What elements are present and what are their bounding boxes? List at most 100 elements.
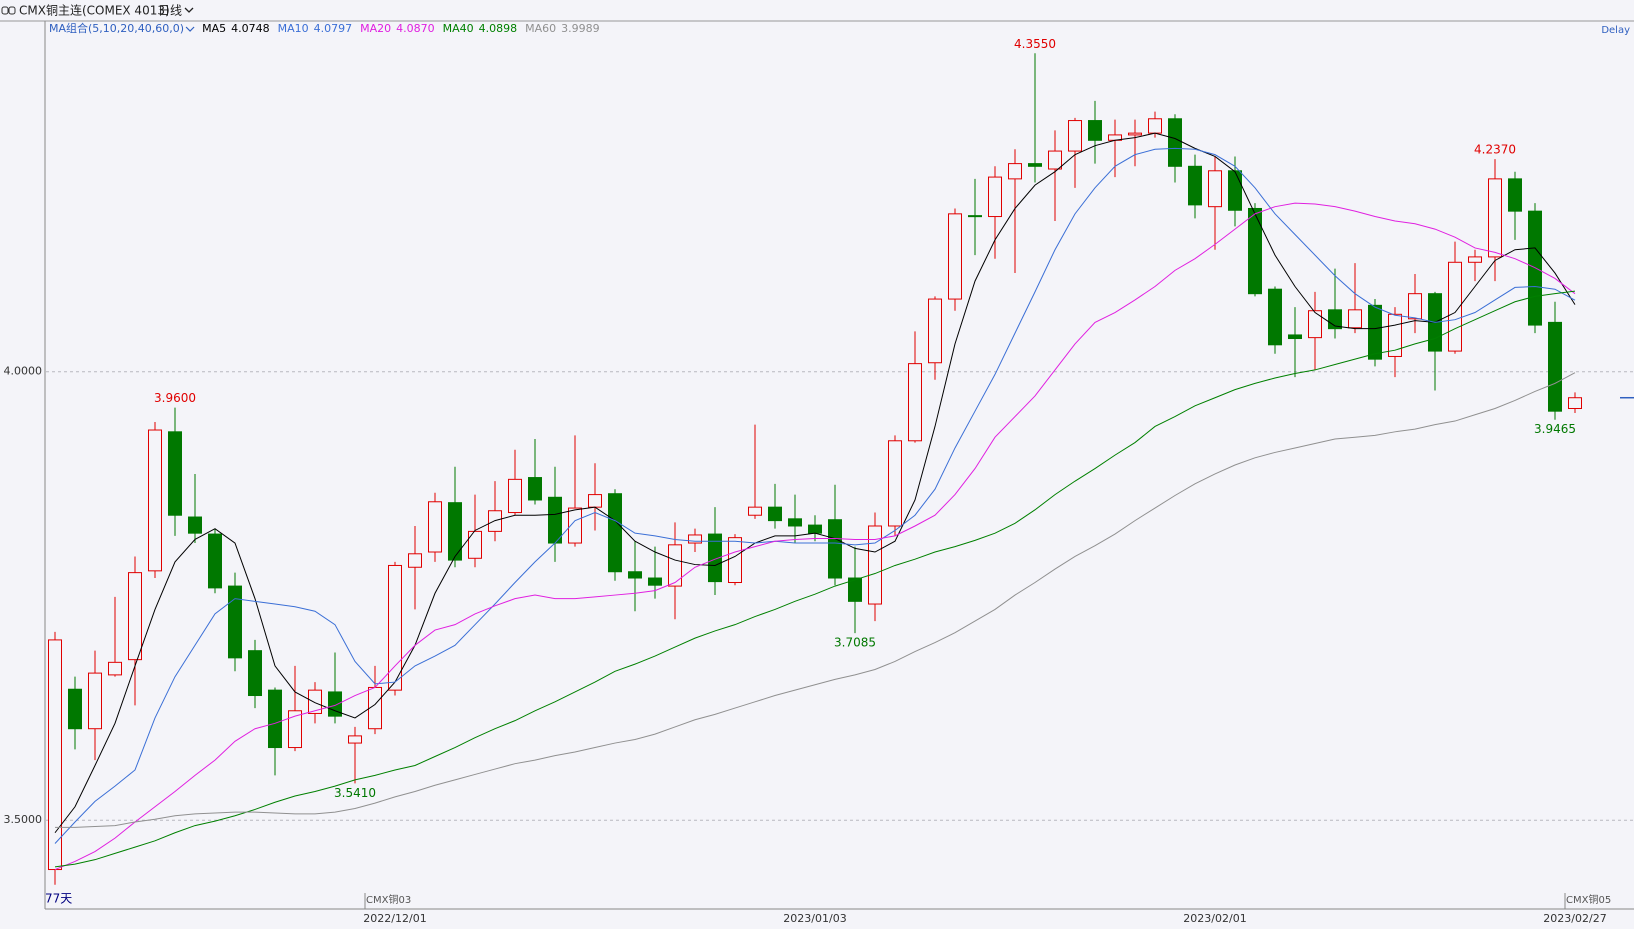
candle-body	[1008, 163, 1022, 180]
candle-body	[668, 544, 682, 587]
candle-body	[728, 537, 742, 584]
legend-chevron	[185, 26, 195, 32]
high-label: 4.3550	[1014, 37, 1056, 51]
candle-body	[248, 650, 262, 697]
candle-body	[1508, 178, 1522, 212]
legend-title: MA组合(5,10,20,40,60,0)	[49, 21, 184, 35]
candle-body	[548, 496, 562, 544]
candle-body	[528, 477, 542, 501]
legend-name: MA40	[443, 22, 474, 35]
candle-body	[588, 494, 602, 508]
candle-body	[608, 493, 622, 573]
delay-label: Delay	[1601, 25, 1630, 36]
candle-body	[348, 735, 362, 744]
candle-body	[808, 524, 822, 534]
dropdown-chevron[interactable]	[184, 7, 194, 13]
contract-label: CMX铜05	[1566, 894, 1611, 906]
candle-body	[648, 577, 662, 586]
candle-body	[768, 506, 782, 522]
candle-body	[1188, 165, 1202, 206]
legend-name: MA20	[360, 22, 391, 35]
period-selector[interactable]: 日线	[158, 4, 182, 18]
candle-body	[1368, 304, 1382, 360]
candle-body	[908, 363, 922, 442]
candle-body	[1548, 321, 1562, 412]
candle-body	[208, 533, 222, 589]
candle-body	[1088, 120, 1102, 141]
candle-body	[1168, 118, 1182, 167]
candle-body	[1148, 118, 1162, 134]
candle-body	[868, 525, 882, 605]
ma-line	[54, 132, 1576, 834]
legend-value: 4.0898	[479, 22, 518, 35]
header-icon	[1, 6, 16, 15]
icon-part	[1, 6, 9, 15]
candle-body	[1268, 288, 1282, 346]
candle-body	[48, 639, 62, 871]
candle-body	[1448, 261, 1462, 352]
legend-value: 4.0748	[231, 22, 270, 35]
candle-body	[108, 661, 122, 676]
x-tick-label: 2023/02/27	[1543, 912, 1606, 925]
ma-line	[54, 202, 1576, 870]
candle-body	[128, 572, 142, 661]
candle-body	[1128, 132, 1142, 136]
x-tick-label: 2023/02/01	[1183, 912, 1246, 925]
x-tick-label: 2023/01/03	[783, 912, 846, 925]
low-label: 3.7085	[834, 636, 876, 650]
candle-body	[948, 213, 962, 300]
candle-body	[1348, 309, 1362, 329]
candle-body	[1048, 150, 1062, 170]
candle-body	[628, 571, 642, 579]
candle-body	[928, 298, 942, 364]
legend-name: MA10	[278, 22, 309, 35]
high-label: 4.2370	[1474, 143, 1516, 157]
candle-body	[1068, 120, 1082, 152]
candle-body	[1568, 397, 1582, 409]
candle-body	[828, 519, 842, 579]
candle-body	[408, 553, 422, 568]
contract-label: CMX铜03	[366, 894, 411, 906]
candle-body	[88, 672, 102, 730]
candle-body	[288, 710, 302, 749]
candle-body	[1208, 170, 1222, 208]
low-label: 3.5410	[334, 786, 376, 800]
candle-body	[708, 533, 722, 583]
ma-line	[54, 290, 1576, 868]
candle-body	[688, 534, 702, 544]
candle-body	[448, 502, 462, 561]
y-tick-label: 3.5000	[4, 813, 43, 826]
candle-body	[68, 688, 82, 730]
candle-body	[468, 530, 482, 559]
candle-body	[308, 689, 322, 714]
candle-body	[1288, 334, 1302, 340]
candle-body	[1408, 293, 1422, 320]
candle-body	[168, 431, 182, 516]
ma-line	[54, 147, 1576, 844]
candle-body	[888, 440, 902, 527]
candle-body	[748, 506, 762, 516]
count-label: 77天	[45, 892, 72, 906]
candle-body	[508, 478, 522, 514]
legend-value: 4.0870	[396, 22, 435, 35]
candle-body	[1308, 310, 1322, 339]
candle-body	[1228, 170, 1242, 211]
legend-name: MA60	[525, 22, 556, 35]
candle-body	[1028, 163, 1042, 167]
low-label: 3.9465	[1534, 422, 1576, 436]
candle-body	[328, 691, 342, 717]
legend-name: MA5	[202, 22, 226, 35]
legend-value: 4.0797	[314, 22, 353, 35]
y-tick-label: 4.0000	[4, 365, 43, 378]
candle-body	[1248, 207, 1262, 295]
candle-body	[568, 507, 582, 544]
candle-body	[388, 564, 402, 691]
candle-body	[988, 176, 1002, 218]
candle-body	[228, 585, 242, 659]
icon-part	[8, 6, 16, 15]
candle-body	[1488, 178, 1502, 258]
candle-body	[968, 215, 982, 218]
candle-body	[788, 518, 802, 527]
